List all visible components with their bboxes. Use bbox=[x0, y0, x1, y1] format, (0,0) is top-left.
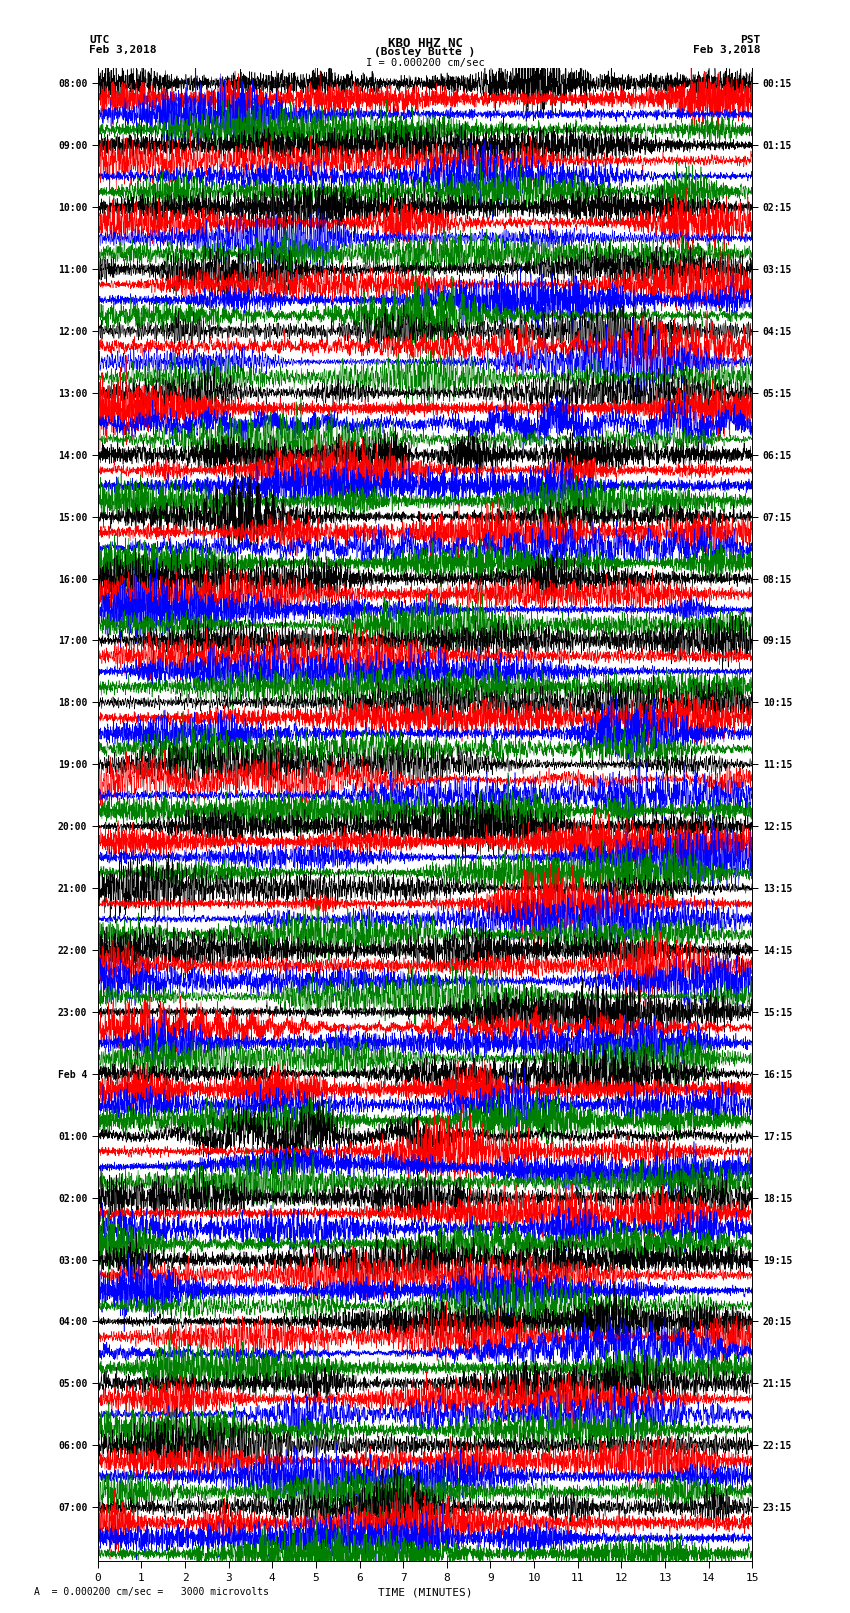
X-axis label: TIME (MINUTES): TIME (MINUTES) bbox=[377, 1587, 473, 1597]
Text: Feb 3,2018: Feb 3,2018 bbox=[89, 45, 156, 55]
Text: UTC: UTC bbox=[89, 35, 110, 45]
Text: I = 0.000200 cm/sec: I = 0.000200 cm/sec bbox=[366, 58, 484, 68]
Text: (Bosley Butte ): (Bosley Butte ) bbox=[374, 47, 476, 56]
Text: KBO HHZ NC: KBO HHZ NC bbox=[388, 37, 462, 50]
Text: PST: PST bbox=[740, 35, 761, 45]
Text: Feb 3,2018: Feb 3,2018 bbox=[694, 45, 761, 55]
Text: A  = 0.000200 cm/sec =   3000 microvolts: A = 0.000200 cm/sec = 3000 microvolts bbox=[34, 1587, 269, 1597]
